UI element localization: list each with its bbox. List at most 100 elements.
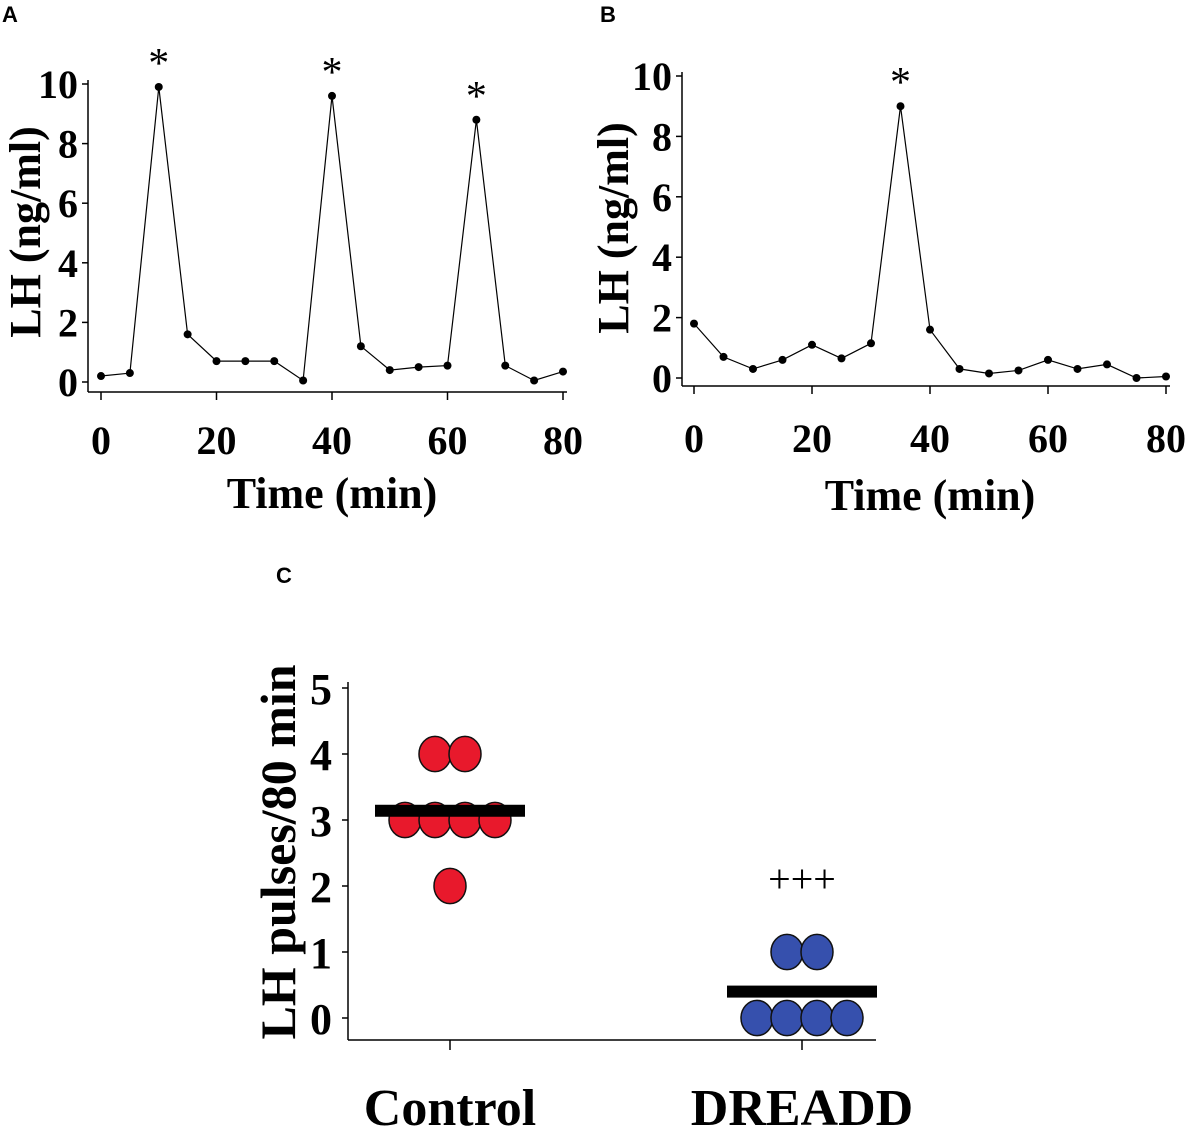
panel-a-y-ticks: 0 2 4 6 8 10 [38,62,88,405]
panel-b-data-point [837,354,846,363]
panel-c-data-point-dreadd [830,999,864,1037]
panel-a-x-tick-label: 60 [428,418,468,463]
panel-a-y-axis-title: LH (ng/ml) [1,126,50,337]
panel-a-data-point [559,367,567,376]
panel-c-chart: C 0 1 2 3 4 5 +++ LH pulses/80 min Control DRE… [250,563,913,1128]
panel-a-x-ticks: 0 20 40 60 80 [91,392,583,463]
panel-a-x-tick-label: 0 [91,418,111,463]
panel-b-data-point [1044,355,1052,364]
panel-a-data-point [270,357,279,366]
panel-c-significance-marker: +++ [768,857,836,902]
panel-b-x-tick-label: 60 [1028,416,1068,461]
panel-b-x-tick-label: 0 [684,416,704,461]
panel-c-y-tick-label: 0 [310,995,332,1044]
panel-b-data-point [778,355,787,364]
panel-c-y-axis-title: LH pulses/80 min [250,664,306,1039]
panel-a-data-point [530,376,539,385]
panel-c-y-tick-label: 4 [310,731,332,780]
panel-a-x-axis-title: Time (min) [227,469,438,518]
panel-b-data-point [1073,364,1082,373]
panel-c-y-tick-label: 2 [310,863,332,912]
panel-c-category-label: Control [364,1080,536,1128]
panel-b-letter: B [600,2,616,27]
panel-b-series-line [693,106,1167,379]
panel-a-points [97,82,567,385]
panel-a-data-point [97,372,105,381]
panel-c-points [388,735,864,1037]
panel-b-y-ticks: 0 2 4 6 8 10 [632,54,682,401]
panel-c-category-label: DREADD [691,1080,913,1128]
panel-b-x-axis-title: Time (min) [825,471,1036,520]
panel-a-y-tick-label: 4 [58,241,78,286]
panel-c-y-tick-label: 3 [310,797,332,846]
panel-a-x-tick-label: 20 [197,418,237,463]
panel-b-data-point [867,339,875,348]
panel-c-y-tick-label: 1 [310,929,332,978]
panel-a-data-point [328,91,336,100]
panel-b-data-point [896,102,905,111]
panel-a-annotations: * * * [148,41,487,120]
panel-c-data-point-control [418,735,452,773]
panel-a-letter: A [2,2,18,27]
panel-b-points [690,102,1170,382]
panel-b-x-tick-label: 20 [792,416,832,461]
panel-b-x-tick-label: 80 [1146,416,1186,461]
panel-b-axes [681,72,1170,387]
panel-a-data-point [472,115,481,124]
panel-a-chart: A 0 2 4 6 8 10 0 20 40 60 80 * * * Time (min) LH (n… [1,2,583,518]
panel-b-y-tick-label: 0 [652,356,672,401]
panel-b-x-tick-label: 40 [910,416,950,461]
panel-a-data-point [299,376,308,385]
panel-c-axes [347,682,876,1041]
panel-b-y-tick-label: 4 [652,235,672,280]
panel-c-category-labels: Control DREADD [364,1080,913,1128]
panel-a-data-point [241,357,250,366]
panel-a-y-tick-label: 0 [58,360,78,405]
panel-c-y-tick-label: 5 [310,665,332,714]
panel-b-significance-marker: * [890,60,911,106]
panel-b-y-tick-label: 10 [632,54,672,99]
panel-b-y-tick-label: 2 [652,296,672,341]
panel-a-y-tick-label: 10 [38,62,78,107]
panel-a-y-tick-label: 8 [58,122,78,167]
panel-b-data-point [1103,360,1111,369]
panel-b-data-point [1014,366,1023,375]
panel-b-data-point [719,352,728,361]
panel-a-data-point [356,342,365,351]
panel-b-data-point [749,364,757,373]
panel-b-data-point [690,319,698,328]
panel-c-mean-bar-control [375,804,525,817]
panel-a-data-point [443,361,452,370]
panel-c-letter: C [276,563,292,588]
panel-a-significance-marker: * [322,50,343,96]
panel-c-data-point-dreadd [770,933,804,971]
panel-a-data-point [154,82,163,91]
panel-a-data-point [212,357,221,366]
panel-a-data-point [385,366,394,375]
panel-c-data-point-dreadd [740,999,774,1037]
panel-a-y-tick-label: 2 [58,300,78,345]
panel-b-y-axis-title: LH (ng/ml) [589,122,638,333]
panel-a-series-line [100,86,564,382]
panel-a-data-point [125,369,134,378]
panel-c-annotations: +++ [768,857,836,902]
panel-c-data-point-dreadd [800,999,834,1037]
panel-c-data-point-control [433,867,467,905]
panel-a-significance-marker: * [148,41,169,87]
panel-a-significance-marker: * [466,74,487,120]
panel-b-data-point [1132,374,1141,382]
panel-b-data-point [1162,372,1170,381]
panel-a-data-point [414,363,423,372]
panel-c-mean-bars [375,804,877,998]
panel-b-data-point [985,369,993,378]
panel-b-x-ticks: 0 20 40 60 80 [684,386,1186,461]
panel-c-data-point-dreadd [800,933,834,971]
panel-c-data-point-control [448,735,482,773]
panel-b-annotations: * [890,60,911,106]
panel-a-y-tick-label: 6 [58,181,78,226]
panel-a-data-point [183,330,192,339]
panel-b-y-tick-label: 8 [652,114,672,159]
panel-b-y-tick-label: 6 [652,175,672,220]
panel-c-x-ticks [449,1040,803,1050]
